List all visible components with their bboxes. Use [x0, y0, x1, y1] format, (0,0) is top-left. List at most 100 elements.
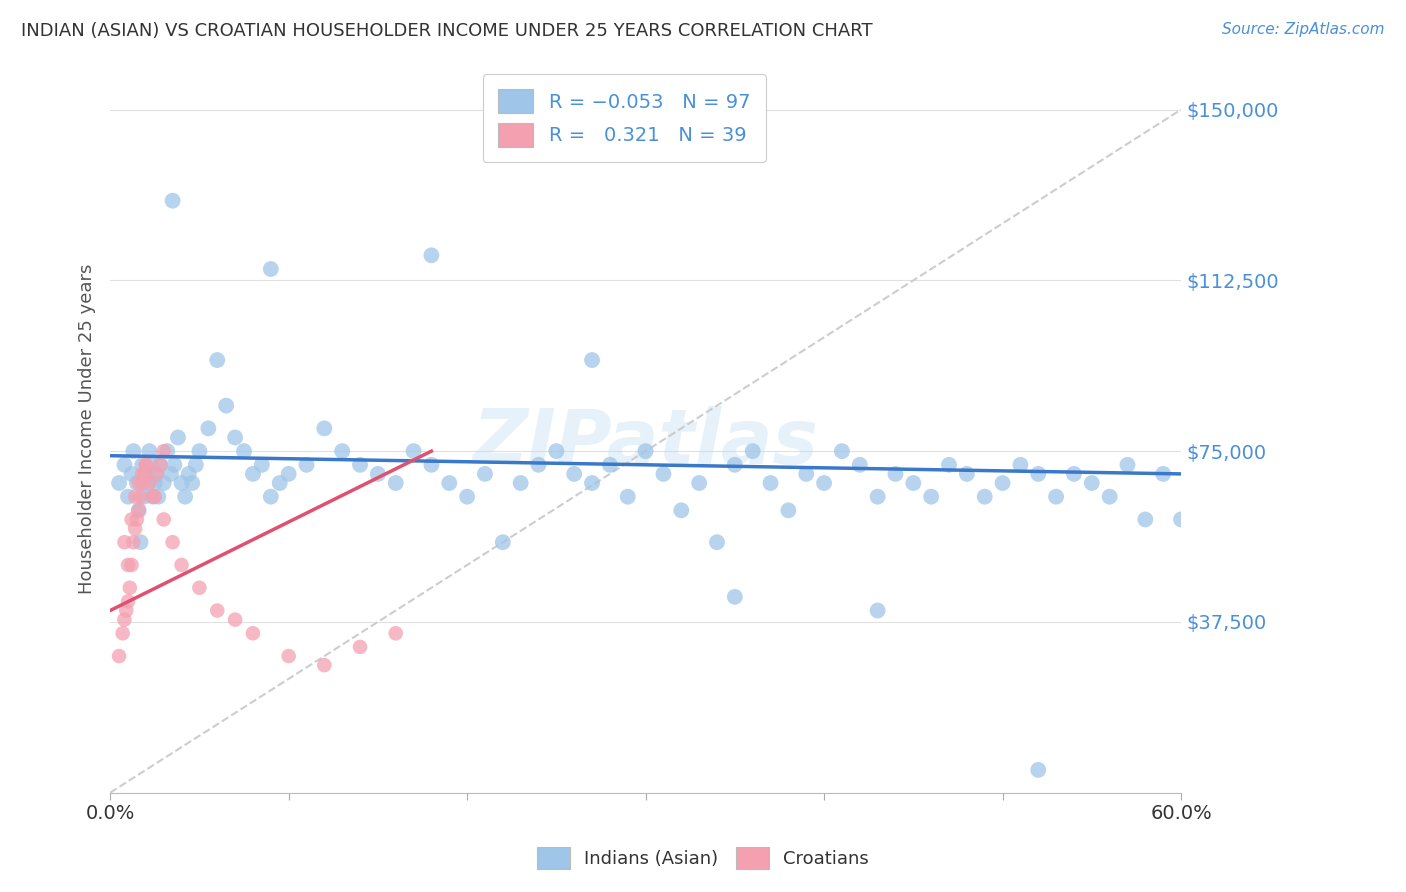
Point	[295, 458, 318, 472]
Point	[884, 467, 907, 481]
Point	[706, 535, 728, 549]
Point	[163, 458, 186, 472]
Point	[599, 458, 621, 472]
Point	[991, 475, 1014, 490]
Point	[160, 467, 183, 481]
Point	[546, 444, 568, 458]
Point	[131, 458, 153, 472]
Point	[142, 490, 165, 504]
Point	[224, 613, 246, 627]
Point	[260, 262, 283, 277]
Point	[384, 475, 406, 490]
Point	[741, 444, 763, 458]
Point	[117, 558, 139, 572]
Point	[349, 458, 371, 472]
Point	[114, 613, 136, 627]
Point	[492, 535, 515, 549]
Point	[117, 490, 139, 504]
Point	[125, 512, 148, 526]
Point	[128, 503, 150, 517]
Point	[314, 421, 336, 435]
Point	[420, 248, 443, 262]
Point	[131, 467, 153, 481]
Point	[121, 558, 143, 572]
Point	[456, 490, 478, 504]
Point	[367, 467, 389, 481]
Point	[634, 444, 657, 458]
Point	[111, 626, 134, 640]
Point	[260, 490, 283, 504]
Point	[145, 467, 167, 481]
Point	[129, 535, 152, 549]
Point	[269, 475, 291, 490]
Point	[135, 458, 157, 472]
Point	[277, 467, 299, 481]
Point	[148, 490, 170, 504]
Point	[152, 512, 174, 526]
Point	[581, 353, 603, 368]
Point	[152, 475, 174, 490]
Point	[143, 490, 166, 504]
Point	[131, 475, 153, 490]
Point	[314, 658, 336, 673]
Point	[122, 535, 145, 549]
Point	[903, 475, 925, 490]
Point	[1135, 512, 1157, 526]
Point	[1010, 458, 1032, 472]
Point	[973, 490, 995, 504]
Point	[1152, 467, 1174, 481]
Point	[174, 490, 197, 504]
Legend: Indians (Asian), Croatians: Indians (Asian), Croatians	[529, 838, 877, 879]
Legend: R = −0.053   N = 97, R =   0.321   N = 39: R = −0.053 N = 97, R = 0.321 N = 39	[482, 74, 766, 162]
Point	[149, 458, 172, 472]
Point	[813, 475, 835, 490]
Point	[132, 467, 155, 481]
Point	[1098, 490, 1121, 504]
Point	[831, 444, 853, 458]
Point	[778, 503, 800, 517]
Point	[135, 467, 157, 481]
Point	[149, 458, 172, 472]
Point	[250, 458, 273, 472]
Point	[330, 444, 353, 458]
Point	[124, 522, 146, 536]
Point	[143, 475, 166, 490]
Point	[207, 603, 229, 617]
Point	[188, 444, 211, 458]
Point	[242, 626, 264, 640]
Point	[197, 421, 219, 435]
Point	[384, 626, 406, 640]
Point	[114, 535, 136, 549]
Point	[138, 444, 160, 458]
Point	[242, 467, 264, 481]
Point	[129, 490, 152, 504]
Point	[1026, 467, 1049, 481]
Point	[509, 475, 531, 490]
Point	[124, 490, 146, 504]
Point	[108, 475, 131, 490]
Point	[233, 444, 256, 458]
Point	[1116, 458, 1139, 472]
Point	[115, 603, 138, 617]
Point	[688, 475, 710, 490]
Point	[128, 475, 150, 490]
Point	[1081, 475, 1104, 490]
Point	[652, 467, 675, 481]
Point	[866, 490, 889, 504]
Point	[1026, 763, 1049, 777]
Point	[581, 475, 603, 490]
Point	[215, 399, 238, 413]
Point	[759, 475, 782, 490]
Point	[794, 467, 817, 481]
Point	[724, 590, 747, 604]
Point	[145, 467, 167, 481]
Text: Source: ZipAtlas.com: Source: ZipAtlas.com	[1222, 22, 1385, 37]
Point	[849, 458, 872, 472]
Point	[188, 581, 211, 595]
Point	[866, 603, 889, 617]
Point	[420, 458, 443, 472]
Point	[114, 458, 136, 472]
Text: ZIPatlas: ZIPatlas	[472, 406, 818, 480]
Point	[162, 535, 184, 549]
Point	[527, 458, 550, 472]
